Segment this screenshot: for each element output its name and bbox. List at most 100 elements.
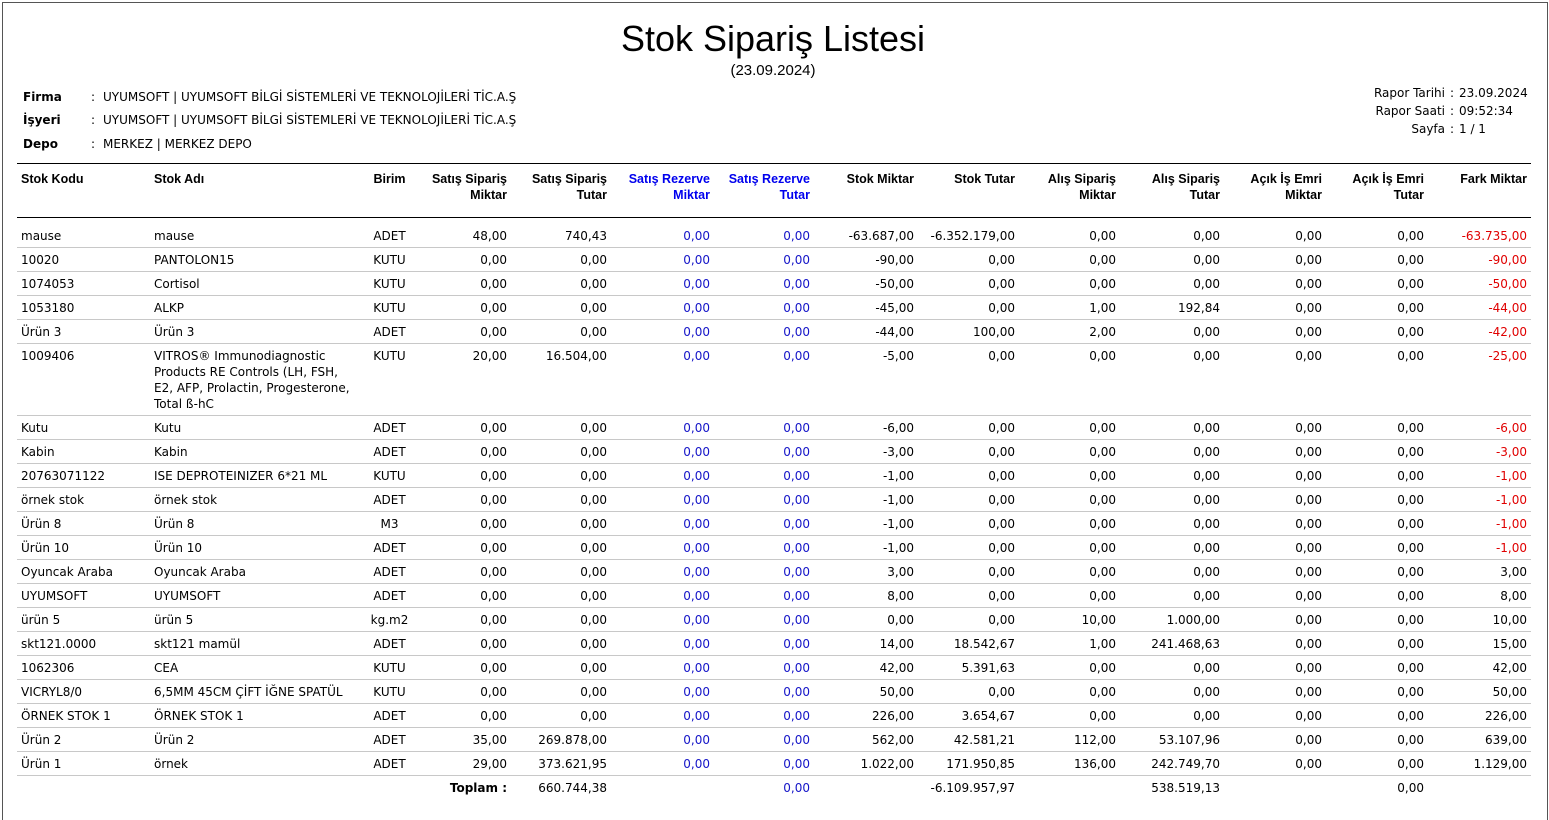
table-row: 1053180 ALKP KUTU 0,00 0,00 0,00 0,00 -45,00 0,0…	[17, 295, 1531, 320]
cell-fark: 8,00	[1428, 583, 1531, 608]
table-row: UYUMSOFT UYUMSOFT ADET 0,00 0,00 0,00 0,00 8,00…	[17, 583, 1531, 608]
table-row: Ürün 10 Ürün 10 ADET 0,00 0,00 0,00 0,00 -1,00 0…	[17, 535, 1531, 560]
table-row: Kutu Kutu ADET 0,00 0,00 0,00 0,00 -6,00 0,00 0,0…	[17, 415, 1531, 440]
cell-ssm: 0,00	[417, 511, 511, 536]
cell-fark: -1,00	[1428, 463, 1531, 488]
table-row: skt121.0000 skt121 mamül ADET 0,00 0,00 0,00 0…	[17, 631, 1531, 656]
cell-birim: KUTU	[362, 247, 417, 272]
cell-asm: 2,00	[1019, 319, 1120, 344]
header-isyeri: İşyeri: UYUMSOFT | UYUMSOFT BİLGİ SİSTEML…	[23, 113, 516, 127]
cell-srt: 0,00	[714, 583, 814, 608]
cell-asm: 1,00	[1019, 295, 1120, 320]
cell-srt: 0,00	[714, 511, 814, 536]
depo-separator: :	[91, 137, 96, 151]
cell-aet: 0,00	[1326, 487, 1428, 512]
cell-ad: Ürün 8	[150, 511, 362, 536]
cell-ast: 0,00	[1120, 415, 1224, 440]
cell-aem: 0,00	[1224, 247, 1326, 272]
cell-fark: 15,00	[1428, 631, 1531, 656]
cell-ad: Ürün 3	[150, 319, 362, 344]
cell-asm: 0,00	[1019, 343, 1120, 416]
cell-ssm: 0,00	[417, 295, 511, 320]
cell-aem: 0,00	[1224, 487, 1326, 512]
cell-sm: -5,00	[814, 343, 918, 416]
cell-kod: skt121.0000	[17, 631, 150, 656]
cell-birim: KUTU	[362, 679, 417, 704]
cell-sm: -50,00	[814, 271, 918, 296]
cell-srm: 0,00	[611, 463, 714, 488]
cell-sm: 8,00	[814, 583, 918, 608]
cell-aem: 0,00	[1224, 295, 1326, 320]
cell-ssm: 0,00	[417, 535, 511, 560]
cell-fark: -3,00	[1428, 439, 1531, 464]
report-title: Stok Sipariş Listesi	[620, 18, 926, 59]
cell-aet: 0,00	[1326, 247, 1428, 272]
cell-srt: 0,00	[714, 343, 814, 416]
depo-value: MERKEZ | MERKEZ DEPO	[103, 137, 252, 151]
cell-srt: 0,00	[714, 679, 814, 704]
cell-ssm: 0,00	[417, 607, 511, 632]
cell-ad: Kutu	[150, 415, 362, 440]
cell-st: 5.391,63	[918, 655, 1019, 680]
cell-srm: 0,00	[611, 727, 714, 752]
cell-ast: 1.000,00	[1120, 607, 1224, 632]
cell-ssm: 29,00	[417, 751, 511, 776]
table-row: Oyuncak Araba Oyuncak Araba ADET 0,00 0,00 0,…	[17, 559, 1531, 584]
cell-srt: 0,00	[714, 751, 814, 776]
cell-ad: örnek	[150, 751, 362, 776]
cell-srm: 0,00	[611, 655, 714, 680]
cell-sst: 0,00	[511, 247, 611, 272]
total-stok-tutar: -6.109.957,97	[930, 780, 1016, 795]
cell-aet: 0,00	[1326, 271, 1428, 296]
cell-st: 0,00	[918, 295, 1019, 320]
table-row: 10020 PANTOLON15 KUTU 0,00 0,00 0,00 0,00 -90,0…	[17, 247, 1531, 272]
stock-order-table: Stok Kodu Stok Adı Birim Satış Sipariş Mi…	[17, 163, 1531, 800]
cell-ad: Ürün 2	[150, 727, 362, 752]
cell-sm: -1,00	[814, 511, 918, 536]
cell-sst: 269.878,00	[511, 727, 611, 752]
cell-ast: 0,00	[1120, 463, 1224, 488]
cell-fark: -1,00	[1428, 535, 1531, 560]
cell-aet: 0,00	[1326, 535, 1428, 560]
cell-st: 0,00	[918, 487, 1019, 512]
total-alis-siparis-tutar: 538.519,13	[1151, 780, 1220, 795]
col-acik-is-emri-tutar: Açık İş Emri Tutar	[1352, 172, 1424, 202]
cell-fark: -44,00	[1428, 295, 1531, 320]
cell-ssm: 0,00	[417, 415, 511, 440]
cell-ast: 0,00	[1120, 679, 1224, 704]
cell-birim: ADET	[362, 631, 417, 656]
cell-aem: 0,00	[1224, 223, 1326, 248]
cell-st: 100,00	[918, 319, 1019, 344]
cell-kod: 1062306	[17, 655, 150, 680]
header-firma: Firma: UYUMSOFT | UYUMSOFT BİLGİ SİSTEMLE…	[23, 90, 516, 104]
cell-kod: ÖRNEK STOK 1	[17, 703, 150, 728]
cell-st: 0,00	[918, 583, 1019, 608]
cell-ad: ürün 5	[150, 607, 362, 632]
cell-ad: CEA	[150, 655, 362, 680]
cell-fark: -1,00	[1428, 511, 1531, 536]
cell-asm: 0,00	[1019, 463, 1120, 488]
totals-label: Toplam :	[449, 780, 507, 795]
col-satis-siparis-miktar: Satış Sipariş Miktar	[431, 172, 507, 202]
cell-st: 171.950,85	[918, 751, 1019, 776]
cell-srm: 0,00	[611, 607, 714, 632]
cell-ast: 0,00	[1120, 223, 1224, 248]
cell-birim: ADET	[362, 535, 417, 560]
cell-aet: 0,00	[1326, 343, 1428, 416]
table-row: ürün 5 ürün 5 kg.m2 0,00 0,00 0,00 0,00 0,00 0,0…	[17, 607, 1531, 632]
cell-ast: 0,00	[1120, 703, 1224, 728]
cell-ad: skt121 mamül	[150, 631, 362, 656]
cell-ssm: 0,00	[417, 319, 511, 344]
cell-ast: 0,00	[1120, 535, 1224, 560]
cell-kod: Ürün 8	[17, 511, 150, 536]
table-row: Ürün 1 örnek ADET 29,00 373.621,95 0,00 0,00 1.…	[17, 751, 1531, 776]
cell-st: 42.581,21	[918, 727, 1019, 752]
cell-sm: 14,00	[814, 631, 918, 656]
col-stok-kodu: Stok Kodu	[21, 172, 84, 186]
cell-sst: 16.504,00	[511, 343, 611, 416]
cell-sm: 3,00	[814, 559, 918, 584]
cell-ad: PANTOLON15	[150, 247, 362, 272]
cell-ast: 0,00	[1120, 511, 1224, 536]
cell-st: 0,00	[918, 607, 1019, 632]
cell-asm: 0,00	[1019, 535, 1120, 560]
